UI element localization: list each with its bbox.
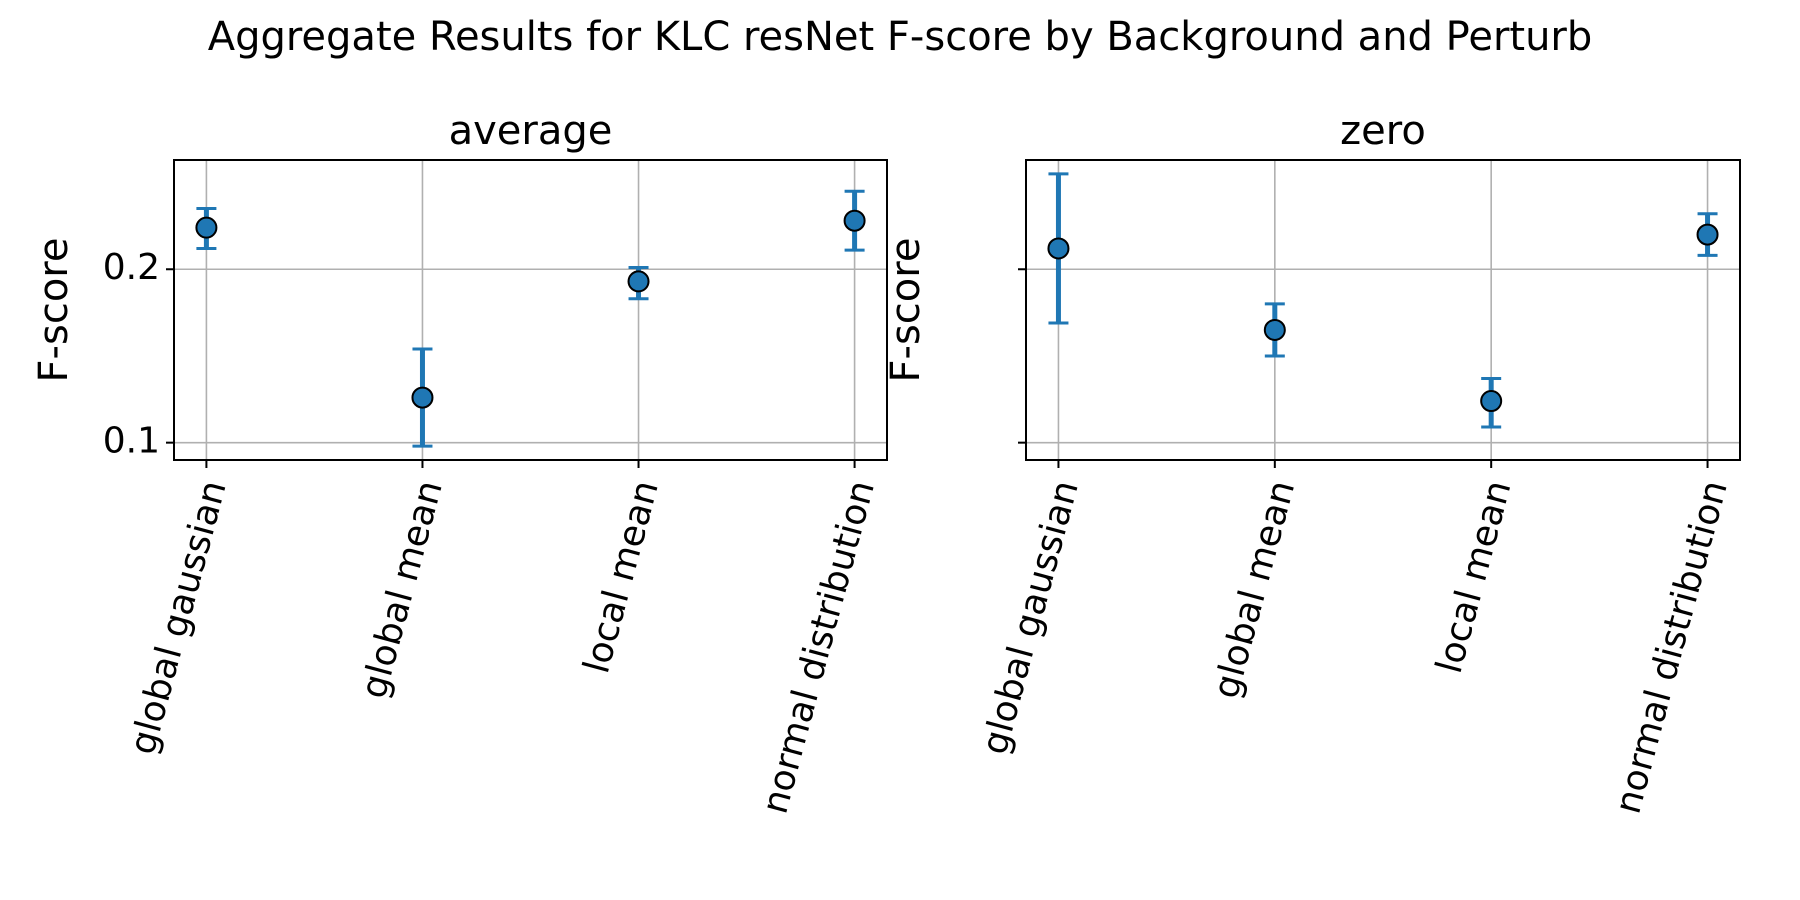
x-tick-label: normal distribution bbox=[755, 476, 883, 818]
data-point bbox=[843, 209, 866, 232]
data-point bbox=[1696, 223, 1719, 246]
x-tick-label: global gaussian bbox=[122, 476, 234, 758]
x-tick-label: global mean bbox=[1206, 476, 1303, 702]
data-point bbox=[1047, 237, 1070, 260]
y-tick-label: 0.1 bbox=[103, 421, 160, 462]
axes-frame bbox=[1025, 159, 1741, 461]
x-tick-label: local mean bbox=[576, 476, 667, 677]
axes-frame bbox=[173, 159, 888, 461]
data-point bbox=[627, 270, 650, 293]
subplot-title: average bbox=[449, 108, 613, 154]
subplot-title: zero bbox=[1340, 108, 1426, 154]
x-tick-label: local mean bbox=[1429, 476, 1520, 677]
x-tick-label: global gaussian bbox=[974, 476, 1086, 758]
data-point bbox=[195, 216, 218, 239]
subplot-average: average F-score 0.1 0.2 global gaussian globa… bbox=[31, 108, 888, 818]
data-point bbox=[1263, 318, 1286, 341]
data-point bbox=[1480, 390, 1503, 413]
x-tick-label: normal distribution bbox=[1608, 476, 1736, 818]
subplot-zero: zero F-score global gaussian global mean loc… bbox=[883, 108, 1741, 818]
y-tick-label: 0.2 bbox=[103, 247, 160, 288]
data-point bbox=[411, 386, 434, 409]
y-axis-label: F-score bbox=[31, 238, 77, 383]
x-tick-label: global mean bbox=[353, 476, 450, 702]
figure-title: Aggregate Results for KLC resNet F-score… bbox=[208, 14, 1593, 60]
y-axis-label: F-score bbox=[883, 238, 929, 383]
